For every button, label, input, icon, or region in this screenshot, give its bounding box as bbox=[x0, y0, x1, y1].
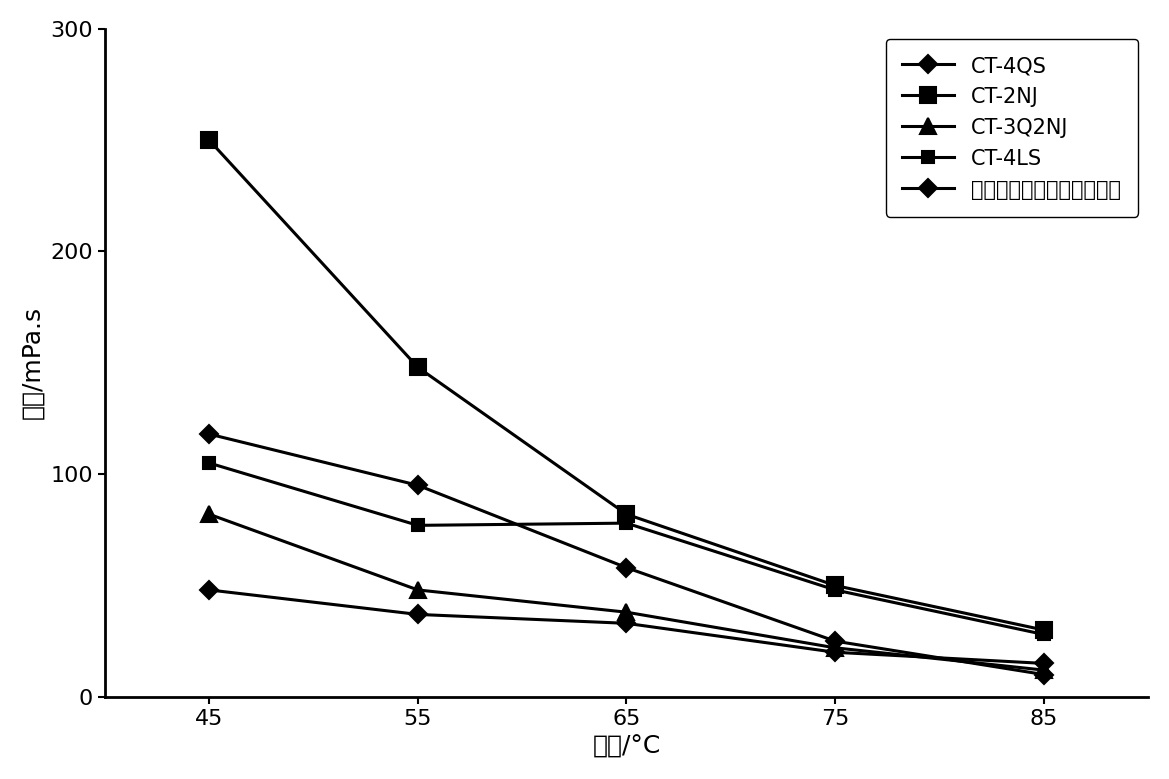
Line: 大分子部分水解聚丙烯酯胺: 大分子部分水解聚丙烯酯胺 bbox=[203, 583, 1050, 670]
CT-2NJ bbox=[202, 136, 216, 145]
CT-2NJ bbox=[410, 362, 424, 372]
CT-4LS bbox=[620, 519, 634, 528]
CT-2NJ bbox=[1037, 626, 1051, 635]
CT-3Q2NJ bbox=[1037, 665, 1051, 675]
Line: CT-2NJ: CT-2NJ bbox=[201, 132, 1051, 638]
CT-3Q2NJ bbox=[828, 643, 842, 653]
Y-axis label: 粘度/mPa.s: 粘度/mPa.s bbox=[21, 306, 44, 419]
CT-3Q2NJ bbox=[202, 509, 216, 519]
CT-4QS bbox=[828, 636, 842, 646]
CT-4QS bbox=[202, 429, 216, 439]
CT-3Q2NJ bbox=[620, 608, 634, 617]
Line: CT-3Q2NJ: CT-3Q2NJ bbox=[201, 506, 1051, 678]
大分子部分水解聚丙烯酯胺 bbox=[202, 585, 216, 594]
大分子部分水解聚丙烯酯胺 bbox=[620, 619, 634, 628]
大分子部分水解聚丙烯酯胺 bbox=[410, 610, 424, 619]
CT-4LS bbox=[202, 458, 216, 467]
CT-4QS bbox=[1037, 670, 1051, 679]
Legend: CT-4QS, CT-2NJ, CT-3Q2NJ, CT-4LS, 大分子部分水解聚丙烯酯胺: CT-4QS, CT-2NJ, CT-3Q2NJ, CT-4LS, 大分子部分水… bbox=[886, 39, 1137, 217]
CT-2NJ bbox=[828, 581, 842, 590]
大分子部分水解聚丙烯酯胺 bbox=[1037, 659, 1051, 668]
CT-4LS bbox=[828, 585, 842, 594]
大分子部分水解聚丙烯酯胺 bbox=[828, 647, 842, 657]
CT-4QS bbox=[410, 481, 424, 490]
CT-2NJ bbox=[620, 509, 634, 519]
CT-4QS bbox=[620, 563, 634, 573]
X-axis label: 温度/°C: 温度/°C bbox=[593, 734, 660, 758]
CT-4LS bbox=[1037, 629, 1051, 639]
CT-3Q2NJ bbox=[410, 585, 424, 594]
Line: CT-4LS: CT-4LS bbox=[203, 457, 1050, 640]
Line: CT-4QS: CT-4QS bbox=[203, 428, 1050, 681]
CT-4LS bbox=[410, 520, 424, 530]
